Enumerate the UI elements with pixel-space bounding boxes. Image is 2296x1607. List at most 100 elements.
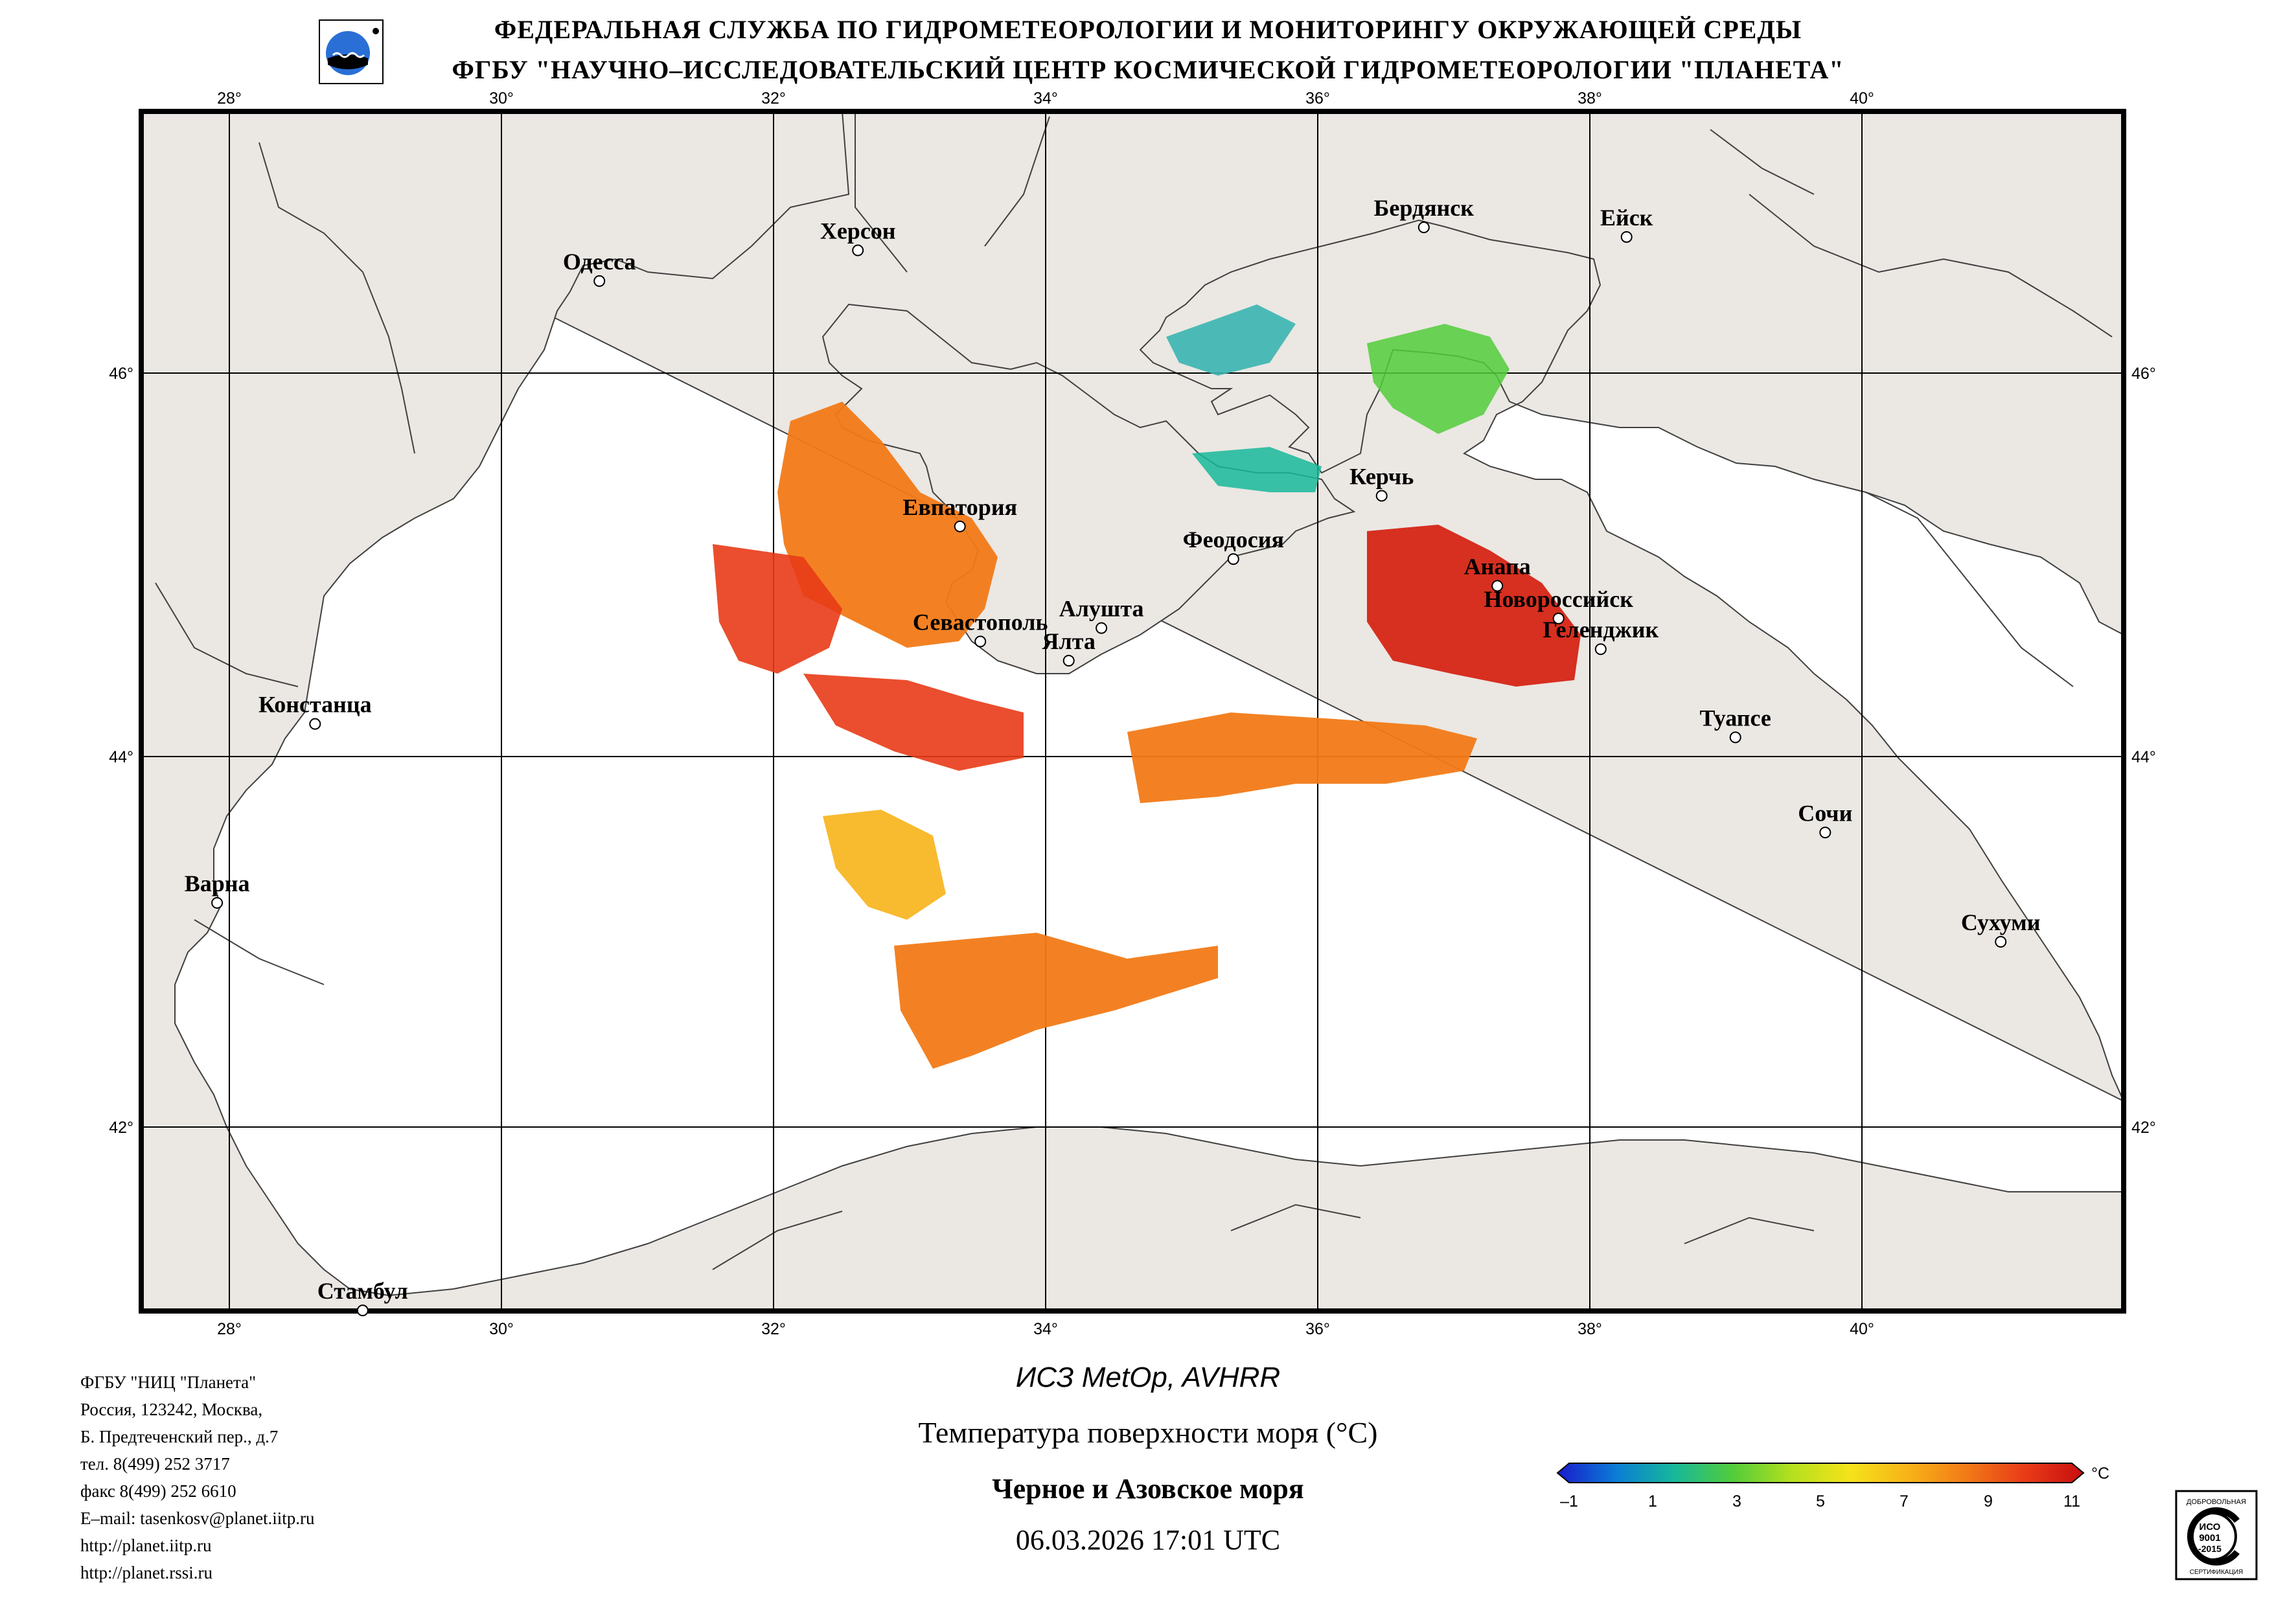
colorbar-unit: °C <box>2091 1465 2109 1483</box>
colorbar-bar <box>1556 1463 2085 1483</box>
colorbar-tick: 11 <box>2063 1492 2080 1510</box>
city-marker <box>1375 490 1388 502</box>
city-marker <box>954 520 966 532</box>
sst-azov-patch <box>1192 447 1322 492</box>
city-marker <box>309 718 321 730</box>
city-marker <box>1227 553 1239 565</box>
certificate-text: -2015 <box>2198 1544 2221 1554</box>
lon-label: 28° <box>217 89 242 108</box>
sst-black-sea-patch <box>823 810 946 920</box>
city-marker <box>1062 655 1075 667</box>
lon-label: 34° <box>1033 89 1058 108</box>
city-label: Керчь <box>1349 463 1414 489</box>
lon-label: 38° <box>1578 1320 1602 1338</box>
datetime-label: 06.03.2026 17:01 UTC <box>1015 1524 1281 1556</box>
city-label: Анапа <box>1464 554 1531 580</box>
city-label: Алушта <box>1059 596 1144 622</box>
city-marker <box>1491 580 1504 592</box>
sst-black-sea-patch <box>803 674 1024 771</box>
city-label: Геленджик <box>1543 617 1659 643</box>
lat-label: 44° <box>109 748 133 766</box>
sst-azov-patch <box>1367 324 1510 434</box>
city-marker <box>356 1305 369 1317</box>
city-label: Херсон <box>820 218 896 244</box>
city-label: Новороссийск <box>1484 586 1633 612</box>
city-marker <box>1620 231 1633 243</box>
lon-label: 36° <box>1305 89 1330 108</box>
city-marker <box>1418 222 1430 234</box>
lon-label: 32° <box>761 1320 786 1338</box>
land-layer <box>141 111 2126 1312</box>
lon-labels-top: 28° 30° 32° 34° 36° 38° 40° <box>217 89 1874 108</box>
contact-line: Б. Предтеченский пер., д.7 <box>80 1427 279 1446</box>
city-label: Туапсе <box>1699 705 1771 731</box>
lat-label: 42° <box>109 1119 133 1137</box>
city-marker <box>593 275 606 287</box>
sst-black-sea-patch <box>713 544 842 674</box>
colorbar-tick: 1 <box>1648 1492 1657 1510</box>
contact-line: ФГБУ "НИЦ "Планета" <box>80 1373 257 1392</box>
colorbar-ticks: –1 1 3 5 7 9 11 <box>1560 1492 2080 1510</box>
colorbar-tick: 9 <box>1984 1492 1993 1510</box>
iso-certificate-icon: ДОБРОВОЛЬНАЯ ИСО 9001 -2015 СЕРТИФИКАЦИЯ <box>2175 1490 2258 1580</box>
city-marker <box>1552 612 1565 624</box>
map-border <box>139 109 2126 1314</box>
lat-label: 44° <box>2131 748 2156 766</box>
satellite-label: ИСЗ MetOp, AVHRR <box>1015 1362 1281 1393</box>
city-marker <box>1729 731 1741 744</box>
parameter-label: Температура поверхности моря (°C) <box>918 1416 1378 1449</box>
city-marker <box>1819 826 1831 839</box>
lat-labels-right: 46° 44° 42° <box>2131 365 2156 1137</box>
city-marker <box>852 244 864 256</box>
lat-labels-left: 46° 44° 42° <box>109 365 133 1137</box>
region-label: Черное и Азовское моря <box>992 1473 1304 1505</box>
city-marker <box>974 635 987 648</box>
contact-block: ФГБУ "НИЦ "Планета" Россия, 123242, Моск… <box>80 1369 315 1586</box>
lat-label: 46° <box>109 365 133 383</box>
sst-black-sea-patch <box>1367 525 1581 687</box>
city-label: Севастополь <box>913 609 1048 635</box>
sst-azov-patch <box>1166 304 1296 376</box>
lat-label: 46° <box>2131 365 2156 383</box>
sst-data-layer <box>713 304 1581 1069</box>
header-line-2: ФГБУ "НАУЧНО–ИССЛЕДОВАТЕЛЬСКИЙ ЦЕНТР КОС… <box>452 55 1844 84</box>
lon-label: 38° <box>1578 89 1602 108</box>
lon-label: 32° <box>761 89 786 108</box>
contact-line: факс 8(499) 252 6610 <box>80 1481 236 1501</box>
lon-label: 30° <box>489 89 514 108</box>
city-marker <box>211 896 224 909</box>
city-label: Одесса <box>563 249 636 275</box>
contact-line: http://planet.iitp.ru <box>80 1536 212 1555</box>
city-marker <box>1594 643 1607 655</box>
lon-label: 34° <box>1033 1320 1058 1338</box>
lat-label: 42° <box>2131 1119 2156 1137</box>
city-label: Сочи <box>1798 800 1852 826</box>
lon-label: 36° <box>1305 1320 1330 1338</box>
contact-line: http://planet.rssi.ru <box>80 1563 212 1582</box>
city-marker <box>1096 622 1108 634</box>
city-label: Евпатория <box>902 494 1017 520</box>
colorbar-tick: 7 <box>1900 1492 1909 1510</box>
city-label: Сухуми <box>1961 909 2041 935</box>
colorbar-tick: –1 <box>1560 1492 1578 1510</box>
lon-labels-bottom: 28° 30° 32° 34° 36° 38° 40° <box>217 1320 1874 1338</box>
city-label: Варна <box>185 871 250 896</box>
sst-black-sea-patch <box>1127 712 1477 803</box>
contact-line: E–mail: tasenkosv@planet.iitp.ru <box>80 1509 315 1528</box>
city-label: Констанца <box>258 692 372 718</box>
certificate-text: ИСО <box>2199 1522 2221 1533</box>
lon-label: 28° <box>217 1320 242 1338</box>
city-label: Феодосия <box>1183 527 1284 553</box>
sst-black-sea-patch <box>777 402 998 648</box>
lon-label: 40° <box>1850 1320 1874 1338</box>
contact-line: тел. 8(499) 252 3717 <box>80 1454 230 1474</box>
city-label: Ялта <box>1042 628 1096 654</box>
city-label: Стамбул <box>317 1278 408 1304</box>
header-line-1: ФЕДЕРАЛЬНАЯ СЛУЖБА ПО ГИДРОМЕТЕОРОЛОГИИ … <box>494 15 1802 44</box>
coastline-detail <box>155 111 2113 1270</box>
colorbar: –1 1 3 5 7 9 11 °C <box>1556 1463 2109 1510</box>
lon-label: 30° <box>489 1320 514 1338</box>
certificate-text: ДОБРОВОЛЬНАЯ <box>2187 1498 2246 1506</box>
contact-line: Россия, 123242, Москва, <box>80 1400 263 1419</box>
